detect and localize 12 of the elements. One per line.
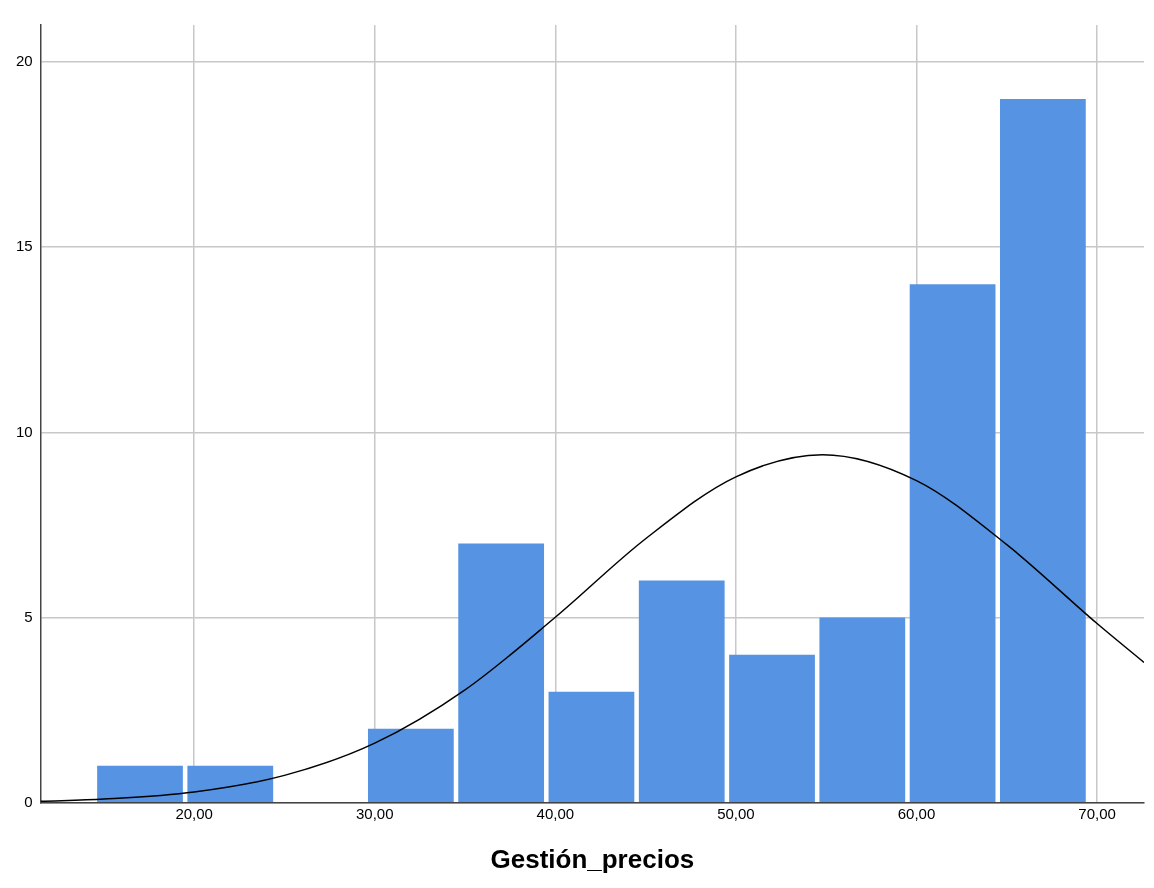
x-tick-label: 40,00 [536, 804, 575, 822]
x-tick-label: 50,00 [717, 804, 755, 822]
x-tick-label: 60,00 [897, 804, 936, 822]
x-tick-label: 30,00 [355, 804, 394, 822]
y-tick-label: 20 [16, 52, 33, 70]
y-tick-label: 15 [16, 237, 33, 255]
y-tick-label: 0 [24, 792, 33, 810]
x-tick-label: 20,00 [175, 804, 213, 822]
x-tick-label: 70,00 [1078, 804, 1116, 822]
x-axis-title: Gestión_precios [490, 843, 695, 874]
y-tick-label: 10 [16, 422, 33, 440]
y-tick-label: 5 [24, 607, 33, 625]
